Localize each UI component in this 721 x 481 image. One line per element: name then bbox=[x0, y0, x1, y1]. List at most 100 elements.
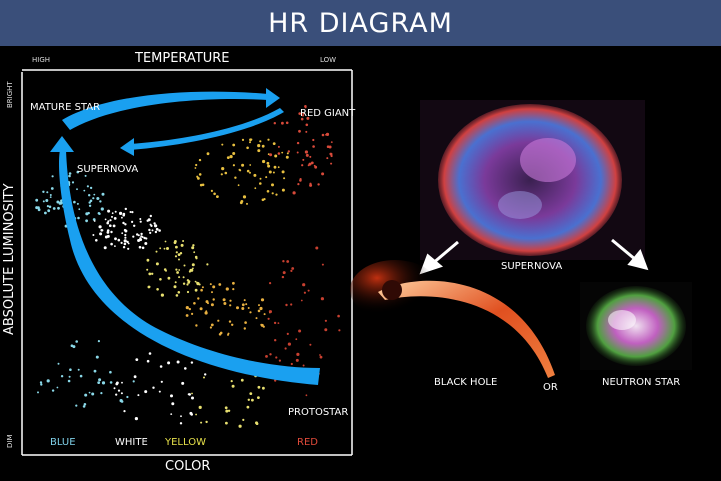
star-dot bbox=[218, 283, 222, 286]
star-dot bbox=[253, 173, 257, 177]
star-dot bbox=[155, 262, 159, 266]
star-dot bbox=[148, 272, 152, 276]
title-bar: HR DIAGRAM bbox=[0, 0, 721, 46]
star-dot bbox=[132, 235, 135, 238]
star-dot bbox=[201, 286, 204, 289]
star-dot bbox=[298, 112, 302, 115]
star-dot bbox=[287, 342, 291, 346]
star-dot bbox=[110, 230, 113, 234]
star-dot bbox=[174, 240, 177, 243]
star-dot bbox=[48, 205, 52, 209]
star-dot bbox=[329, 152, 333, 156]
star-dot bbox=[98, 225, 102, 229]
star-dot bbox=[180, 243, 184, 247]
star-dot bbox=[267, 317, 270, 320]
star-dot bbox=[175, 294, 179, 297]
star-dot bbox=[301, 164, 304, 167]
star-dot bbox=[338, 329, 341, 332]
star-dot bbox=[216, 195, 219, 199]
star-dot bbox=[213, 192, 216, 196]
star-dot bbox=[194, 288, 198, 292]
to-neutron-star-arrow bbox=[611, 238, 637, 262]
star-dot bbox=[35, 198, 39, 202]
star-dot bbox=[259, 182, 262, 185]
star-dot bbox=[224, 171, 228, 175]
star-dot bbox=[37, 391, 39, 394]
star-dot bbox=[60, 199, 63, 202]
star-dot bbox=[95, 239, 98, 242]
luminosity-axis-label: ABSOLUTE LUMINOSITY bbox=[2, 183, 17, 335]
star-dot bbox=[120, 241, 123, 244]
star-dot bbox=[84, 393, 88, 397]
star-dot bbox=[115, 393, 118, 396]
supernova-image bbox=[420, 100, 645, 260]
star-dot bbox=[302, 364, 305, 367]
star-dot bbox=[229, 299, 232, 302]
star-dot bbox=[112, 224, 116, 228]
star-dot bbox=[176, 360, 180, 364]
star-dot bbox=[224, 406, 228, 410]
star-dot bbox=[262, 159, 266, 164]
star-dot bbox=[71, 181, 75, 184]
star-dot bbox=[155, 227, 159, 231]
star-dot bbox=[137, 394, 140, 397]
star-dot bbox=[314, 165, 318, 169]
star-dot bbox=[283, 177, 286, 180]
star-dot bbox=[258, 304, 260, 307]
star-dot bbox=[175, 251, 178, 254]
star-dot bbox=[330, 154, 333, 158]
star-dot bbox=[179, 422, 183, 425]
star-dot bbox=[114, 237, 117, 241]
star-dot bbox=[115, 382, 119, 386]
star-dot bbox=[51, 175, 54, 178]
star-dot bbox=[158, 390, 161, 393]
star-dot bbox=[99, 232, 103, 236]
star-dot bbox=[182, 240, 185, 242]
star-dot bbox=[89, 199, 93, 203]
star-dot bbox=[177, 253, 181, 256]
protostar-label: PROTOSTAR bbox=[288, 407, 349, 418]
star-dot bbox=[261, 144, 265, 148]
star-dot bbox=[97, 381, 101, 384]
star-dot bbox=[249, 311, 252, 314]
star-dot bbox=[271, 183, 274, 187]
star-dot bbox=[277, 166, 280, 169]
star-dot bbox=[269, 353, 272, 356]
star-dot bbox=[85, 219, 88, 223]
star-dot bbox=[154, 224, 158, 228]
star-dot bbox=[296, 141, 300, 145]
star-dot bbox=[212, 285, 216, 289]
evolution-arrows bbox=[50, 88, 321, 385]
star-dot bbox=[155, 250, 158, 253]
star-dot bbox=[290, 362, 293, 366]
star-dot bbox=[183, 264, 186, 267]
star-dot bbox=[210, 323, 214, 327]
temp-low-label: LOW bbox=[320, 56, 337, 64]
star-dot bbox=[195, 413, 198, 416]
star-dot bbox=[242, 418, 245, 421]
star-dot bbox=[76, 202, 79, 205]
star-dot bbox=[121, 232, 124, 235]
star-dot bbox=[144, 242, 148, 245]
redgiant-to-supernova-arrowhead bbox=[120, 138, 134, 156]
star-dot bbox=[88, 391, 91, 394]
star-dot bbox=[93, 369, 97, 373]
star-dot bbox=[177, 291, 181, 294]
star-dot bbox=[185, 314, 189, 317]
star-dot bbox=[259, 177, 262, 180]
star-dot bbox=[285, 303, 288, 307]
star-dot bbox=[129, 211, 132, 213]
star-dot bbox=[83, 403, 87, 406]
star-dot bbox=[145, 237, 148, 240]
star-dot bbox=[272, 142, 276, 146]
star-dot bbox=[149, 223, 152, 226]
star-dot bbox=[190, 413, 193, 416]
star-dot bbox=[126, 395, 129, 399]
star-dot bbox=[122, 246, 126, 249]
color-blue-label: BLUE bbox=[50, 437, 76, 448]
star-dot bbox=[47, 209, 51, 213]
star-dot bbox=[87, 211, 90, 215]
star-dot bbox=[133, 224, 136, 227]
star-dot bbox=[249, 171, 251, 174]
star-dot bbox=[190, 361, 194, 364]
